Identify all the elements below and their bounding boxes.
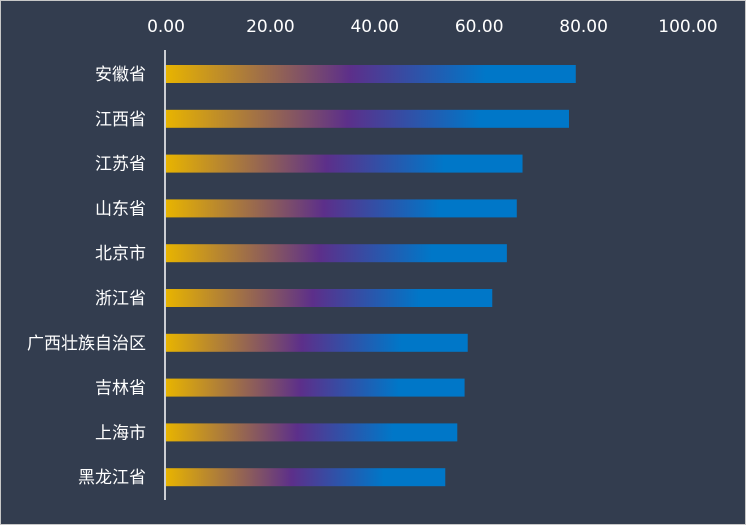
category-label: 黑龙江省 [78, 468, 146, 488]
x-tick-label: 0.00 [147, 17, 185, 37]
bar [166, 468, 446, 487]
x-tick-label: 60.00 [455, 17, 504, 37]
bar [166, 423, 458, 442]
category-label: 江西省 [95, 110, 146, 130]
bar [166, 199, 517, 218]
bars [166, 65, 576, 487]
x-tick-label: 100.00 [658, 17, 717, 37]
category-label: 北京市 [95, 244, 146, 264]
bar [166, 378, 465, 397]
bar [166, 289, 493, 307]
category-label: 广西壮族自治区 [27, 334, 146, 354]
category-label: 吉林省 [95, 379, 146, 399]
category-label: 山东省 [95, 199, 146, 219]
category-label: 浙江省 [95, 289, 146, 309]
x-axis-ticks: 0.00 20.00 40.00 60.00 80.00 100.00 [147, 17, 718, 37]
category-label: 上海市 [95, 423, 146, 443]
bar [166, 109, 569, 128]
x-tick-label: 80.00 [559, 17, 608, 37]
category-label: 江苏省 [95, 155, 146, 175]
x-tick-label: 20.00 [246, 17, 295, 37]
x-tick-label: 40.00 [350, 17, 399, 37]
bar [166, 244, 507, 263]
bar [166, 65, 576, 83]
bar [166, 333, 468, 352]
bar [166, 154, 523, 173]
category-label: 安徽省 [95, 65, 146, 85]
